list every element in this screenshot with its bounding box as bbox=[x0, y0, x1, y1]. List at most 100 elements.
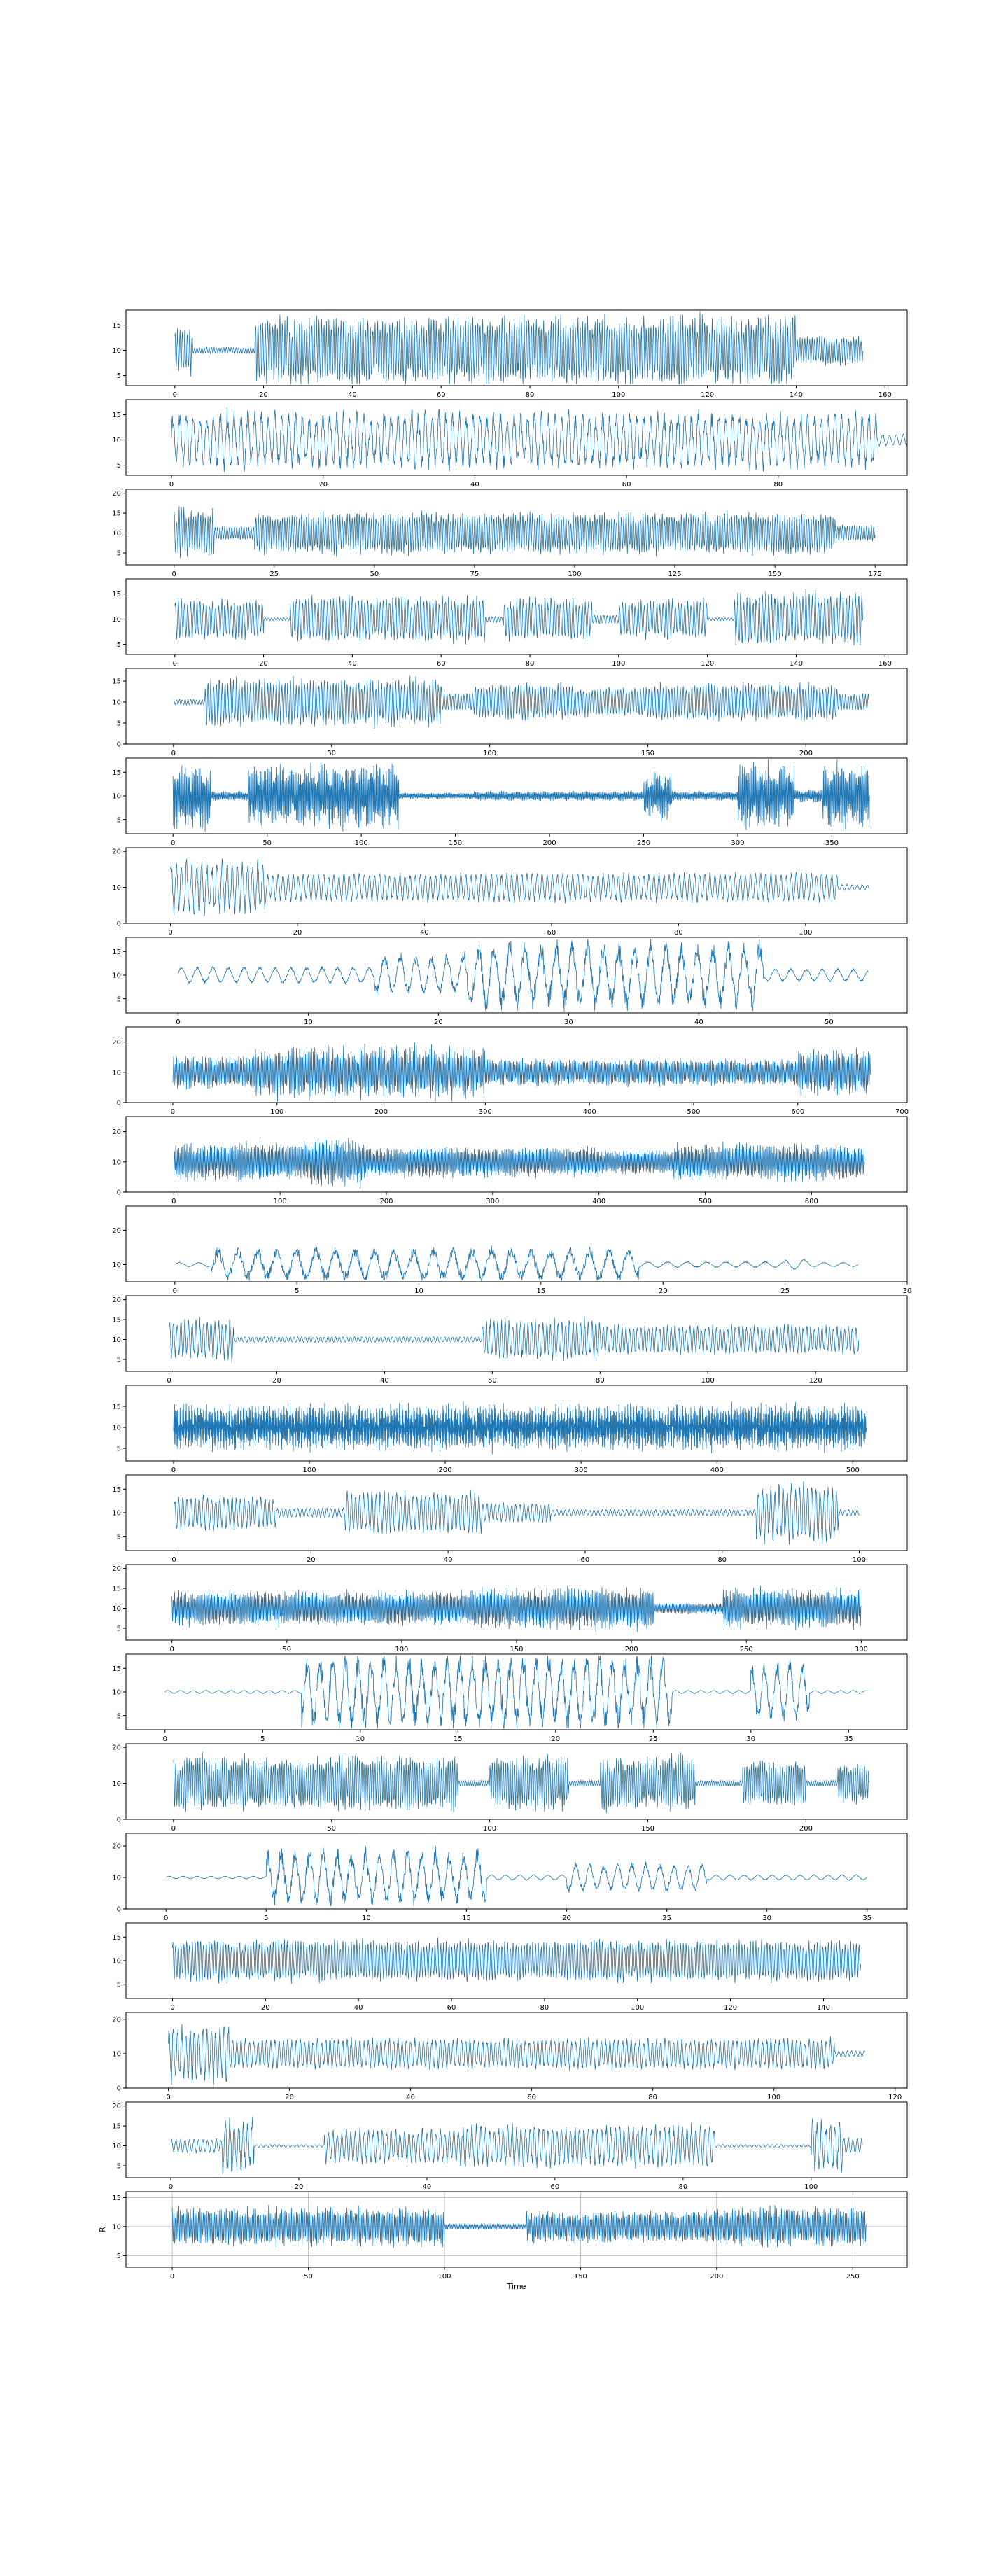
y-tick-label: 5 bbox=[117, 462, 121, 470]
y-tick-label: 20 bbox=[112, 1744, 121, 1752]
series-line bbox=[173, 676, 870, 729]
x-tick-label: 80 bbox=[648, 2094, 657, 2101]
y-tick-label: 15 bbox=[112, 1317, 121, 1324]
x-tick-label: 50 bbox=[262, 839, 272, 847]
x-tick-label: 120 bbox=[701, 660, 714, 668]
x-tick-label: 20 bbox=[272, 1377, 281, 1385]
x-tick-label: 60 bbox=[527, 2094, 536, 2101]
y-tick-label: 20 bbox=[112, 490, 121, 498]
y-tick-label: 0 bbox=[117, 920, 121, 928]
axes-frame bbox=[125, 1026, 908, 1103]
subplot-21: 0 20 40 60 80 100 5 10 15 20 bbox=[112, 2101, 908, 2191]
series-line bbox=[172, 759, 870, 832]
y-tick-label: 10 bbox=[112, 2143, 121, 2150]
x-tick-label: 20 bbox=[261, 2004, 270, 2012]
x-tick-label: 0 bbox=[163, 1735, 167, 1743]
x-tick-label: 60 bbox=[447, 2004, 456, 2012]
y-tick-label: 0 bbox=[117, 1189, 121, 1197]
x-tick-label: 20 bbox=[562, 1914, 571, 1922]
y-tick-label: 10 bbox=[112, 1689, 121, 1697]
x-tick-label: 125 bbox=[668, 570, 682, 578]
y-tick-label: 0 bbox=[117, 1906, 121, 1914]
x-tick-label: 0 bbox=[170, 2004, 174, 2012]
x-tick-label: 120 bbox=[809, 1377, 822, 1385]
x-tick-label: 40 bbox=[420, 929, 429, 937]
y-tick-label: 15 bbox=[112, 322, 121, 330]
axes-frame bbox=[125, 489, 908, 566]
x-tick-label: 160 bbox=[878, 660, 892, 668]
x-tick-label: 60 bbox=[551, 2183, 560, 2191]
subplot-2: 0 20 40 60 80 5 10 15 bbox=[112, 399, 908, 489]
x-tick-label: 300 bbox=[731, 839, 744, 847]
x-tick-label: 100 bbox=[631, 2004, 644, 2012]
y-tick-label: 0 bbox=[117, 1100, 121, 1107]
x-tick-label: 300 bbox=[575, 1466, 588, 1474]
x-tick-label: 40 bbox=[406, 2094, 415, 2101]
x-tick-label: 40 bbox=[694, 1018, 704, 1026]
series-line bbox=[170, 2116, 863, 2174]
subplot-20: 0 20 40 60 80 100 120 0 10 20 bbox=[112, 2012, 908, 2101]
x-tick-label: 400 bbox=[710, 1466, 724, 1474]
y-tick-label: 10 bbox=[112, 2223, 121, 2231]
x-tick-label: 250 bbox=[740, 1646, 753, 1653]
y-tick-label: 10 bbox=[112, 972, 121, 980]
x-tick-label: 80 bbox=[596, 1377, 605, 1385]
x-tick-label: 140 bbox=[790, 391, 803, 399]
x-tick-label: 120 bbox=[888, 2094, 902, 2101]
x-tick-label: 0 bbox=[171, 839, 175, 847]
y-tick-label: 10 bbox=[112, 699, 121, 707]
x-tick-label: 30 bbox=[746, 1735, 755, 1743]
subplot-4: 0 20 40 60 80 100 120 140 160 5 10 15 bbox=[112, 578, 908, 668]
x-tick-label: 600 bbox=[805, 1198, 818, 1205]
x-tick-label: 0 bbox=[172, 1556, 176, 1564]
y-axis-label: R bbox=[98, 2227, 107, 2232]
x-tick-label: 100 bbox=[483, 1825, 496, 1833]
x-tick-label: 140 bbox=[790, 660, 803, 668]
x-tick-label: 25 bbox=[649, 1735, 658, 1743]
x-tick-label: 200 bbox=[710, 2273, 723, 2281]
x-tick-label: 15 bbox=[537, 1287, 546, 1295]
x-tick-label: 0 bbox=[166, 2094, 170, 2101]
y-tick-label: 10 bbox=[112, 1875, 121, 1882]
x-tick-label: 150 bbox=[574, 2273, 587, 2281]
y-tick-label: 20 bbox=[112, 1565, 121, 1573]
y-tick-label: 15 bbox=[112, 1586, 121, 1593]
y-tick-label: 20 bbox=[112, 1039, 121, 1046]
subplot-11: 0 5 10 15 20 25 30 10 20 bbox=[112, 1205, 911, 1295]
x-tick-label: 20 bbox=[259, 391, 268, 399]
x-tick-label: 10 bbox=[414, 1287, 424, 1295]
y-tick-label: 10 bbox=[112, 347, 121, 355]
x-tick-label: 50 bbox=[370, 570, 379, 578]
series-line bbox=[174, 1480, 860, 1545]
y-tick-label: 10 bbox=[112, 1605, 121, 1613]
y-tick-label: 5 bbox=[117, 1712, 121, 1720]
x-tick-label: 300 bbox=[486, 1198, 499, 1205]
x-tick-label: 15 bbox=[454, 1735, 463, 1743]
x-tick-label: 80 bbox=[526, 660, 535, 668]
x-tick-label: 20 bbox=[434, 1018, 443, 1026]
x-tick-label: 50 bbox=[327, 1825, 336, 1833]
y-tick-label: 5 bbox=[117, 1981, 121, 1989]
x-tick-label: 200 bbox=[374, 1108, 388, 1116]
x-tick-label: 100 bbox=[804, 2183, 818, 2191]
y-tick-label: 15 bbox=[112, 948, 121, 956]
y-tick-label: 10 bbox=[112, 437, 121, 444]
x-tick-label: 175 bbox=[869, 570, 882, 578]
x-tick-label: 700 bbox=[895, 1108, 909, 1116]
x-tick-label: 350 bbox=[825, 839, 839, 847]
axes-frame bbox=[125, 668, 908, 745]
y-tick-label: 10 bbox=[112, 884, 121, 892]
y-tick-label: 10 bbox=[112, 793, 121, 801]
subplot-18: 0 5 10 15 20 25 30 35 0 10 20 bbox=[112, 1833, 908, 1922]
x-tick-label: 60 bbox=[547, 929, 556, 937]
series-line bbox=[173, 1751, 870, 1814]
x-tick-label: 500 bbox=[846, 1466, 860, 1474]
x-tick-label: 100 bbox=[270, 1108, 284, 1116]
x-tick-label: 25 bbox=[780, 1287, 790, 1295]
y-tick-label: 5 bbox=[117, 720, 121, 728]
subplot-7: 0 20 40 60 80 100 0 10 20 bbox=[112, 847, 908, 937]
y-tick-label: 10 bbox=[112, 530, 121, 538]
x-tick-label: 200 bbox=[799, 1825, 813, 1833]
x-tick-label: 300 bbox=[855, 1646, 868, 1653]
y-tick-label: 15 bbox=[112, 510, 121, 518]
